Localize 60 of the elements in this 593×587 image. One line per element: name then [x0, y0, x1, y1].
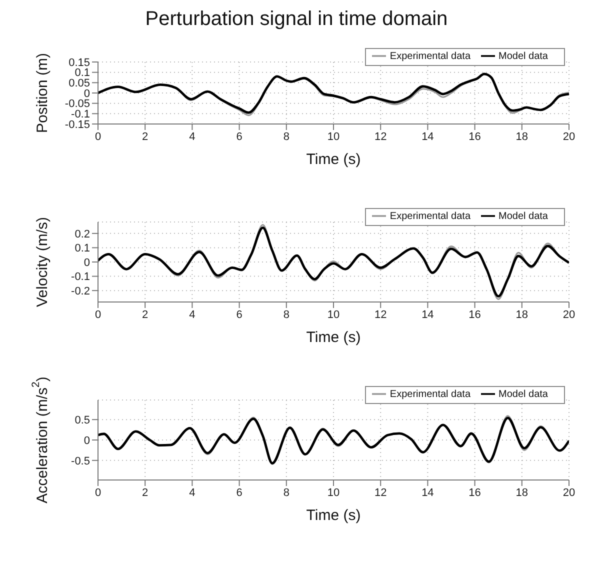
- legend-label: Model data: [498, 51, 548, 62]
- x-tick-label: 18: [516, 486, 528, 499]
- y-axis-title: Velocity (m/s): [34, 216, 50, 308]
- y-tick-label: 0: [84, 88, 90, 100]
- x-tick-label: 12: [374, 308, 387, 321]
- x-tick-label: 16: [468, 308, 481, 321]
- x-tick-label: 20: [562, 130, 576, 143]
- y-tick-label: -0.1: [71, 271, 90, 284]
- x-tick-label: 20: [562, 486, 576, 499]
- x-axis-title: Time (s): [306, 151, 361, 168]
- legend-label: Experimental data: [390, 211, 471, 222]
- y-tick-label: 0.1: [74, 67, 90, 80]
- x-tick-label: 4: [189, 486, 196, 499]
- y-tick-label: 0.15: [68, 56, 90, 69]
- x-tick-label: 20: [562, 308, 576, 321]
- y-tick-label: -0.5: [71, 455, 90, 468]
- y-axis-title: Position (m): [34, 52, 50, 134]
- x-tick-label: 14: [422, 130, 434, 143]
- y-tick-label: 0: [84, 256, 90, 269]
- x-tick-label: 2: [142, 486, 148, 499]
- x-tick-label: 14: [422, 486, 434, 499]
- x-tick-label: 10: [327, 486, 340, 499]
- x-tick-label: 10: [327, 130, 340, 143]
- x-tick-label: 6: [236, 130, 242, 143]
- y-tick-label: 0.5: [74, 414, 90, 426]
- x-axis-title: Time (s): [306, 507, 361, 524]
- legend-label: Experimental data: [390, 51, 471, 62]
- x-tick-label: 10: [327, 308, 340, 321]
- x-tick-label: 16: [468, 130, 481, 143]
- x-tick-label: 0: [94, 130, 102, 143]
- x-tick-label: 18: [516, 130, 528, 143]
- y-tick-label: -0.05: [64, 98, 90, 110]
- x-tick-label: 8: [283, 308, 290, 321]
- x-tick-label: 8: [283, 130, 290, 143]
- legend-label: Model data: [498, 211, 548, 222]
- legend-label: Model data: [498, 389, 548, 400]
- y-tick-label: -0.1: [71, 108, 90, 121]
- x-tick-label: 12: [374, 486, 387, 499]
- legend-label: Experimental data: [390, 389, 471, 400]
- y-tick-label: -0.2: [71, 285, 90, 298]
- x-tick-label: 4: [189, 130, 196, 143]
- y-tick-label: -0.15: [64, 118, 90, 131]
- y-tick-label: 0.05: [68, 78, 90, 90]
- y-tick-label: 0.1: [74, 242, 90, 255]
- x-tick-label: 6: [236, 486, 242, 499]
- x-tick-label: 18: [516, 308, 528, 321]
- x-tick-label: 12: [374, 130, 387, 143]
- x-tick-label: 14: [422, 308, 434, 321]
- x-tick-label: 0: [94, 486, 102, 499]
- x-tick-label: 0: [94, 308, 102, 321]
- x-tick-label: 16: [468, 486, 481, 499]
- x-tick-label: 2: [142, 130, 148, 143]
- y-tick-label: 0.2: [74, 228, 90, 240]
- x-axis-title: Time (s): [306, 329, 361, 346]
- y-tick-label: 0: [84, 434, 90, 447]
- x-tick-label: 8: [283, 486, 290, 499]
- x-tick-label: 4: [189, 308, 196, 321]
- chart-title: Perturbation signal in time domain: [144, 8, 449, 32]
- x-tick-label: 2: [142, 308, 148, 321]
- x-tick-label: 6: [236, 308, 242, 321]
